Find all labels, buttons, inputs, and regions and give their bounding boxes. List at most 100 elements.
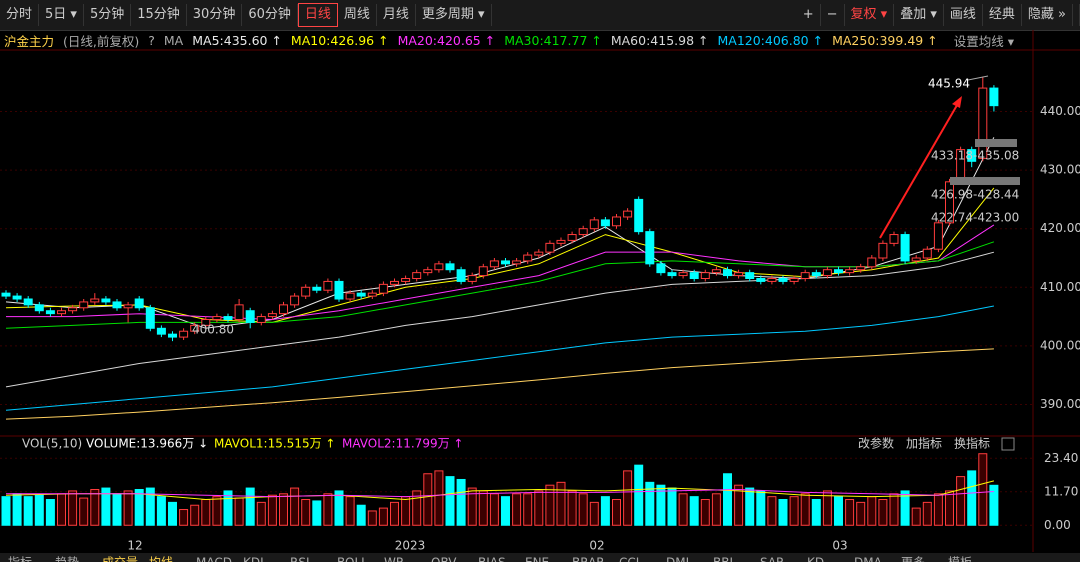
period-button[interactable]: 60分钟 (242, 4, 298, 26)
period-button[interactable]: 月线 (377, 4, 416, 26)
indicator-tab[interactable]: SAR (760, 556, 784, 562)
tool-button[interactable]: 画线 (944, 4, 983, 26)
volume-bar (367, 510, 377, 526)
ma-legend: MA5:435.60 ↑ (192, 32, 282, 48)
volume-bar (534, 490, 544, 526)
indicator-tab[interactable]: 更多 (901, 556, 925, 562)
candle-body (501, 260, 510, 265)
candle-body (412, 272, 422, 279)
indicator-tab[interactable]: 均线 (149, 556, 173, 562)
x-tick-label: 02 (589, 539, 604, 553)
candle-body (245, 310, 255, 323)
period-button[interactable]: 5日 ▾ (39, 4, 84, 26)
indicator-tab[interactable]: 成交量 (102, 555, 138, 562)
candle-body (223, 316, 233, 321)
indicator-tab[interactable]: RSI (290, 556, 310, 562)
indicator-tab[interactable]: CCI (619, 556, 639, 562)
volume-bar (145, 487, 155, 526)
period-button[interactable]: 日线 (297, 3, 338, 27)
period-button[interactable]: 周线 (338, 4, 377, 26)
indicator-tab[interactable]: BOLL (337, 556, 368, 562)
volume-bar (1, 496, 11, 526)
candle-body (523, 254, 533, 262)
tool-button[interactable]: 叠加 ▾ (894, 4, 944, 26)
candle-body (623, 210, 633, 218)
indicator-tab[interactable]: MACD (196, 556, 232, 562)
settings[interactable]: 设置均线 ▾ (953, 33, 1014, 49)
tool-button[interactable]: 复权 ▾ (845, 4, 895, 26)
indicator-tab[interactable]: DMA (854, 556, 883, 562)
y-tick-label: 23.40 (1044, 451, 1078, 465)
candle-body (478, 266, 488, 277)
period-button[interactable]: 30分钟 (187, 4, 243, 26)
volume-bar (79, 497, 89, 526)
volume-bar (612, 499, 621, 526)
volume-bar (401, 496, 411, 526)
indicator-tab[interactable]: BRAR (572, 556, 605, 562)
candle-body (401, 277, 411, 282)
help[interactable]: ? (148, 32, 155, 48)
vol-legend: MAVOL1:15.515万 ↑ (214, 437, 335, 451)
indicator-tab[interactable]: KD (807, 556, 824, 562)
candle-body (989, 87, 999, 107)
vol-label: VOLUME:13.966万 ↓ (86, 437, 208, 451)
candle-body (1, 292, 11, 297)
indicator-tab[interactable]: 指标 (8, 555, 32, 562)
volume-bar (168, 501, 177, 526)
period-button[interactable]: 分时 (0, 4, 40, 26)
indicator-tab[interactable]: BIAS (478, 556, 506, 562)
candle-body (134, 298, 144, 309)
tool-button[interactable]: + (797, 4, 821, 26)
range-box (975, 139, 1017, 147)
volume-bar (34, 494, 44, 526)
tool-button[interactable]: 经典 (983, 4, 1022, 26)
tool-button[interactable]: − (821, 4, 845, 26)
volume-bar (778, 499, 788, 526)
indicator-tab[interactable]: WR (384, 556, 404, 562)
indicator-tab[interactable]: BBI (713, 556, 733, 562)
volume-bar (412, 490, 422, 526)
candle-body (967, 149, 977, 162)
candle-body (234, 304, 244, 321)
volume-bar (945, 490, 954, 526)
volume-bar (867, 496, 877, 526)
volume-bar (900, 490, 910, 526)
tool-button[interactable]: 隐藏 » (1022, 4, 1073, 26)
period-button[interactable]: 更多周期 ▾ (416, 4, 492, 26)
candle-body (933, 222, 943, 250)
volume-bar (745, 487, 755, 526)
volume-bar (134, 488, 144, 526)
candle-body (889, 234, 899, 244)
volume-bar (12, 493, 22, 526)
volume-bar (212, 496, 222, 526)
candle-body (667, 272, 677, 277)
y-tick-label: 410.00 (1040, 280, 1080, 294)
candle-body (678, 272, 688, 277)
volume-bar (911, 507, 921, 526)
ma-line (5, 137, 995, 329)
volume-bar (922, 501, 932, 526)
candle-body (90, 298, 100, 303)
indicator-tab[interactable]: 趋势 (55, 556, 79, 562)
volume-bar (223, 490, 233, 526)
indicator-tab[interactable]: DMI (666, 556, 689, 562)
volume-bar (501, 496, 510, 526)
candle-body (534, 251, 544, 256)
indicator-tab[interactable]: OBV (431, 556, 457, 562)
indicator-tab[interactable]: 模板 (948, 556, 972, 562)
candle-body (34, 304, 44, 312)
volume-bar (390, 501, 399, 526)
candle-body (600, 219, 610, 227)
volume-bar (423, 473, 433, 526)
period-button[interactable]: 5分钟 (84, 4, 132, 26)
volume-bar (267, 494, 277, 526)
candle-body (689, 272, 699, 279)
volume-bar (623, 470, 633, 526)
volume-bar (57, 493, 66, 526)
indicator-tab[interactable]: KDJ (243, 556, 264, 562)
period-button[interactable]: 15分钟 (131, 4, 187, 26)
candle-body (378, 283, 388, 294)
indicator-tab[interactable]: ENE (525, 556, 549, 562)
volume-bar (723, 473, 732, 526)
